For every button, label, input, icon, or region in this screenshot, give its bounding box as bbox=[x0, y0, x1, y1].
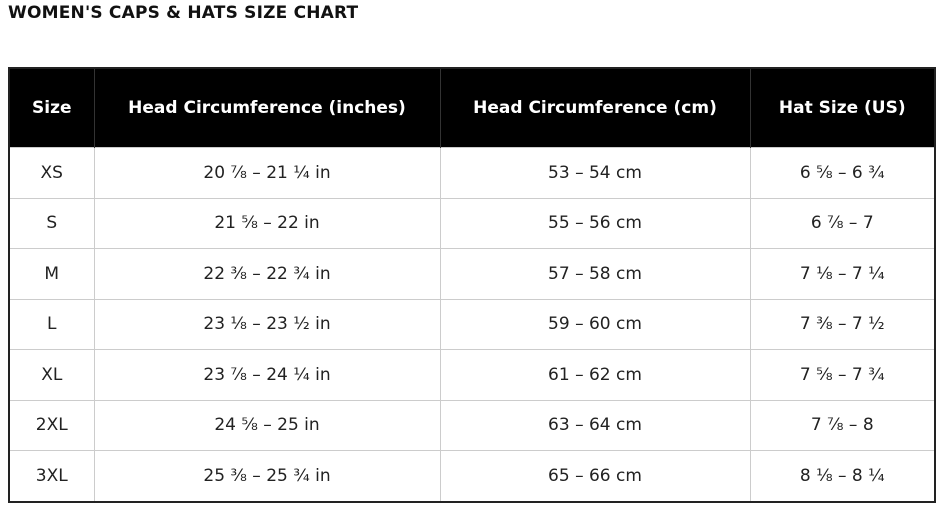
cm-cell: 63 – 64 cm bbox=[440, 399, 751, 451]
inches-cell: 21 ⅝ – 22 in bbox=[94, 197, 441, 249]
hat-size-cell: 7 ⅜ – 7 ½ bbox=[750, 298, 935, 350]
size-cell: XS bbox=[9, 147, 95, 198]
size-cell: S bbox=[9, 197, 95, 249]
cm-cell: 61 – 62 cm bbox=[440, 349, 751, 400]
size-cell: 3XL bbox=[9, 450, 95, 502]
cm-cell: 55 – 56 cm bbox=[440, 197, 751, 249]
hat-size-cell: 6 ⅞ – 7 bbox=[750, 197, 935, 249]
hat-size-cell: 7 ⅞ – 8 bbox=[750, 399, 935, 451]
cm-cell: 53 – 54 cm bbox=[440, 147, 751, 198]
table-row: S 21 ⅝ – 22 in 55 – 56 cm 6 ⅞ – 7 bbox=[9, 197, 935, 249]
table-row: 3XL 25 ⅜ – 25 ¾ in 65 – 66 cm 8 ⅛ – 8 ¼ bbox=[9, 450, 935, 502]
size-chart-table: Size Head Circumference (inches) Head Ci… bbox=[8, 67, 936, 503]
hat-size-cell: 7 ⅛ – 7 ¼ bbox=[750, 248, 935, 299]
inches-cell: 23 ⅛ – 23 ½ in bbox=[94, 298, 441, 350]
inches-cell: 23 ⅞ – 24 ¼ in bbox=[94, 349, 441, 400]
header-size: Size bbox=[9, 68, 95, 148]
table-row: M 22 ⅜ – 22 ¾ in 57 – 58 cm 7 ⅛ – 7 ¼ bbox=[9, 248, 935, 299]
hat-size-cell: 6 ⅝ – 6 ¾ bbox=[750, 147, 935, 198]
inches-cell: 22 ⅜ – 22 ¾ in bbox=[94, 248, 441, 299]
size-cell: L bbox=[9, 298, 95, 350]
inches-cell: 20 ⅞ – 21 ¼ in bbox=[94, 147, 441, 198]
inches-cell: 24 ⅝ – 25 in bbox=[94, 399, 441, 451]
size-cell: 2XL bbox=[9, 399, 95, 451]
table-row: XL 23 ⅞ – 24 ¼ in 61 – 62 cm 7 ⅝ – 7 ¾ bbox=[9, 349, 935, 400]
header-inches: Head Circumference (inches) bbox=[94, 68, 441, 148]
size-cell: M bbox=[9, 248, 95, 299]
size-cell: XL bbox=[9, 349, 95, 400]
header-row: Size Head Circumference (inches) Head Ci… bbox=[9, 68, 935, 148]
header-cm: Head Circumference (cm) bbox=[440, 68, 751, 148]
table-row: XS 20 ⅞ – 21 ¼ in 53 – 54 cm 6 ⅝ – 6 ¾ bbox=[9, 147, 935, 198]
table-row: L 23 ⅛ – 23 ½ in 59 – 60 cm 7 ⅜ – 7 ½ bbox=[9, 298, 935, 350]
cm-cell: 65 – 66 cm bbox=[440, 450, 751, 502]
table-row: 2XL 24 ⅝ – 25 in 63 – 64 cm 7 ⅞ – 8 bbox=[9, 399, 935, 451]
cm-cell: 57 – 58 cm bbox=[440, 248, 751, 299]
cm-cell: 59 – 60 cm bbox=[440, 298, 751, 350]
header-hat-size: Hat Size (US) bbox=[750, 68, 935, 148]
hat-size-cell: 7 ⅝ – 7 ¾ bbox=[750, 349, 935, 400]
page-title: WOMEN'S CAPS & HATS SIZE CHART bbox=[8, 3, 359, 23]
hat-size-cell: 8 ⅛ – 8 ¼ bbox=[750, 450, 935, 502]
inches-cell: 25 ⅜ – 25 ¾ in bbox=[94, 450, 441, 502]
